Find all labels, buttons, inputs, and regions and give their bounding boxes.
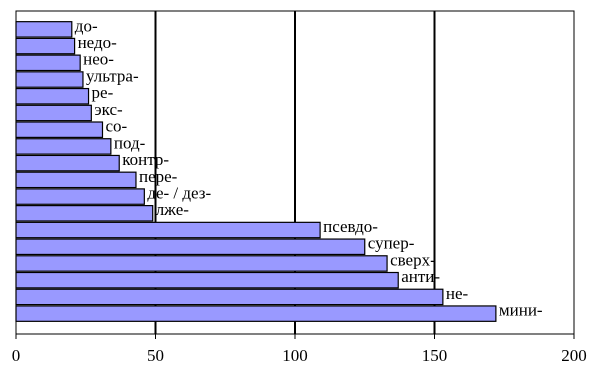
bar-8 xyxy=(15,154,120,172)
bar-9 xyxy=(15,171,137,189)
bar-5 xyxy=(15,104,92,122)
bar-label-14: сверх- xyxy=(390,250,436,269)
x-tick-label-3: 150 xyxy=(422,346,448,365)
bar-label-7: под- xyxy=(114,133,146,152)
bar-label-6: со- xyxy=(105,117,127,136)
x-tick-label-0: 0 xyxy=(12,346,21,365)
bar-label-0: до- xyxy=(75,16,98,35)
bar-label-9: пере- xyxy=(139,167,178,186)
bar-1 xyxy=(15,37,76,55)
bar-labels: до-недо-нео-ультра-ре-экс-со-под-контр-п… xyxy=(75,16,543,319)
bar-14 xyxy=(15,255,388,272)
bar-label-2: нео- xyxy=(83,50,114,69)
bar-label-1: недо- xyxy=(78,33,118,52)
bar-13 xyxy=(15,238,366,256)
bar-label-4: ре- xyxy=(92,83,114,102)
bar-label-17: мини- xyxy=(499,301,543,320)
x-tick-label-2: 100 xyxy=(282,346,308,365)
bar-6 xyxy=(15,121,104,138)
bar-10 xyxy=(15,188,145,205)
bar-2 xyxy=(15,54,81,72)
bar-label-10: де- / дез- xyxy=(147,183,211,202)
bar-0 xyxy=(15,21,73,38)
bar-12 xyxy=(15,221,321,239)
bar-3 xyxy=(15,71,84,88)
bar-label-11: лже- xyxy=(156,200,190,219)
bar-4 xyxy=(15,87,90,105)
x-axis: 0 50 100 150 200 xyxy=(12,11,587,365)
x-tick-label-4: 200 xyxy=(561,346,587,365)
bar-label-5: экс- xyxy=(94,100,123,119)
bar-17 xyxy=(15,305,497,322)
bar-16 xyxy=(15,288,444,306)
bar-label-16: не- xyxy=(446,284,469,303)
bar-label-8: контр- xyxy=(122,150,169,169)
bar-label-15: анти- xyxy=(401,267,440,286)
x-tick-label-1: 50 xyxy=(147,346,164,365)
bar-11 xyxy=(15,205,154,222)
bar-label-3: ультра- xyxy=(86,66,139,85)
bar-label-12: псевдо- xyxy=(323,217,378,236)
bar-15 xyxy=(15,271,399,289)
bar-7 xyxy=(15,138,112,155)
bar-label-13: супер- xyxy=(368,234,415,253)
